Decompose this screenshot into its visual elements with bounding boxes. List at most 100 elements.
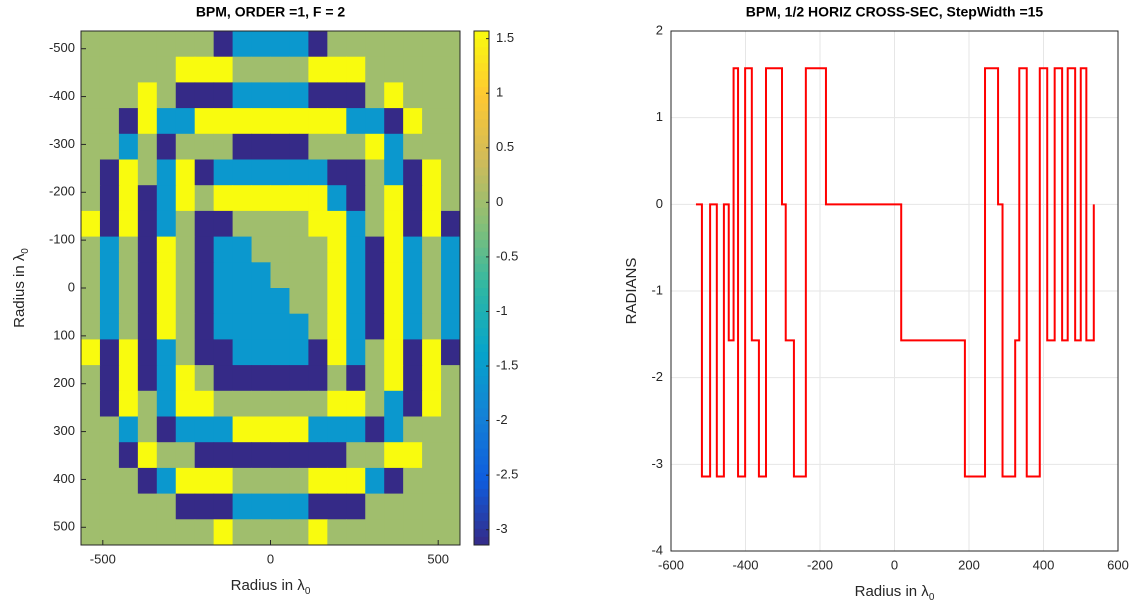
heatmap-cell — [346, 313, 366, 340]
x-tick-label: -500 — [90, 551, 116, 566]
heatmap-cell — [441, 210, 461, 238]
heatmap-cell — [384, 339, 404, 366]
heatmap-cell — [308, 519, 328, 546]
heatmap-cell — [213, 416, 234, 443]
heatmap-cell — [346, 108, 366, 135]
heatmap-cell — [365, 313, 385, 340]
colorbar-tick-label: 0.5 — [496, 139, 514, 154]
heatmap-cell — [213, 133, 234, 160]
heatmap-cell — [213, 236, 234, 263]
heatmap-cell — [118, 210, 139, 238]
y-tick-label: 500 — [53, 519, 75, 534]
data-line — [695, 67, 1095, 478]
heatmap-cell — [384, 390, 404, 417]
heatmap-cell — [270, 313, 290, 340]
colorbar-swatch — [474, 480, 489, 490]
heatmap-cell — [99, 339, 120, 366]
colorbar-swatch — [474, 368, 489, 377]
heatmap-cell — [251, 262, 271, 289]
heatmap-cell — [422, 365, 442, 392]
heatmap-cell — [118, 133, 139, 160]
colorbar-swatch — [474, 87, 489, 96]
colorbar-swatch — [474, 384, 489, 393]
heatmap-cell — [403, 493, 423, 520]
heatmap-cell — [327, 236, 347, 263]
heatmap-cell — [441, 339, 461, 366]
colorbar-tick-label: -2.5 — [496, 467, 518, 482]
heatmap-cell — [137, 288, 158, 315]
heatmap-cell — [81, 236, 101, 263]
colorbar-swatch — [474, 536, 489, 546]
heatmap-cell — [289, 519, 309, 546]
heatmap-cell — [213, 390, 234, 417]
heatmap-cell — [81, 262, 101, 289]
heatmap-cell — [422, 133, 442, 160]
heatmap-cell — [308, 236, 328, 263]
heatmap-cell — [308, 159, 328, 186]
heatmap-cell — [422, 288, 442, 315]
heatmap-cell — [403, 31, 423, 58]
y-tick-label: 0 — [68, 279, 75, 294]
heatmap-cell — [137, 236, 158, 263]
heatmap-cell — [137, 82, 158, 109]
heatmap-cell — [327, 159, 347, 186]
heatmap-cell — [175, 442, 196, 469]
heatmap-cell — [365, 288, 385, 315]
heatmap-cell — [81, 313, 101, 340]
heatmap-cell — [118, 108, 139, 135]
heatmap-cell — [289, 108, 309, 135]
colorbar-swatch — [474, 31, 489, 40]
heatmap-cell — [441, 236, 461, 263]
colorbar-tick-label: 1 — [496, 85, 503, 100]
colorbar-swatch — [474, 328, 489, 337]
heatmap-cell — [175, 365, 196, 392]
heatmap-cell — [232, 416, 253, 443]
heatmap-cell — [137, 262, 158, 289]
heatmap-cell — [308, 467, 328, 495]
heatmap-cell — [403, 262, 423, 289]
heatmap-cell — [194, 108, 215, 135]
heatmap-cell — [137, 185, 158, 212]
heatmap-cell — [194, 262, 215, 289]
heatmap-cell — [81, 365, 101, 392]
heatmap-cell — [175, 185, 196, 212]
heatmap-cell — [327, 313, 347, 340]
heatmap-cell — [384, 210, 404, 238]
heatmap-cell — [270, 236, 290, 263]
heatmap-cell — [346, 467, 366, 495]
heatmap-cell — [213, 159, 234, 186]
heatmap-cell — [137, 339, 158, 366]
heatmap-cell — [327, 31, 347, 58]
heatmap-cell — [308, 108, 328, 135]
colorbar-swatch — [474, 424, 489, 434]
heatmap-cell — [308, 442, 328, 469]
y-tick-label: 100 — [53, 327, 75, 342]
heatmap-cell — [270, 210, 290, 238]
heatmap-cell — [81, 56, 101, 83]
x-tick-label: -400 — [732, 557, 758, 572]
heatmap-cell — [422, 467, 442, 495]
heatmap-cell — [175, 159, 196, 186]
heatmap-cell — [384, 236, 404, 263]
colorbar-swatch — [474, 55, 489, 64]
colorbar-swatch — [474, 255, 489, 265]
heatmap-cell — [81, 82, 101, 109]
heatmap-cell — [403, 442, 423, 469]
heatmap-cell — [308, 339, 328, 366]
heatmap-cell — [422, 185, 442, 212]
heatmap-cell — [213, 56, 234, 83]
heatmap-cell — [251, 133, 271, 160]
heatmap-cell — [270, 262, 290, 289]
heatmap-cell — [251, 108, 271, 135]
colorbar-swatch — [474, 344, 489, 353]
heatmap-cell — [251, 416, 271, 443]
colorbar-swatch — [474, 127, 489, 136]
colorbar-swatch — [474, 512, 489, 522]
heatmap-cell — [251, 339, 271, 366]
heatmap-cell — [346, 185, 366, 212]
heatmap-cell — [194, 467, 215, 495]
colorbar-swatch — [474, 279, 489, 289]
y-tick-label: -100 — [49, 232, 75, 247]
heatmap-cell — [194, 288, 215, 315]
heatmap-cell — [232, 493, 253, 520]
